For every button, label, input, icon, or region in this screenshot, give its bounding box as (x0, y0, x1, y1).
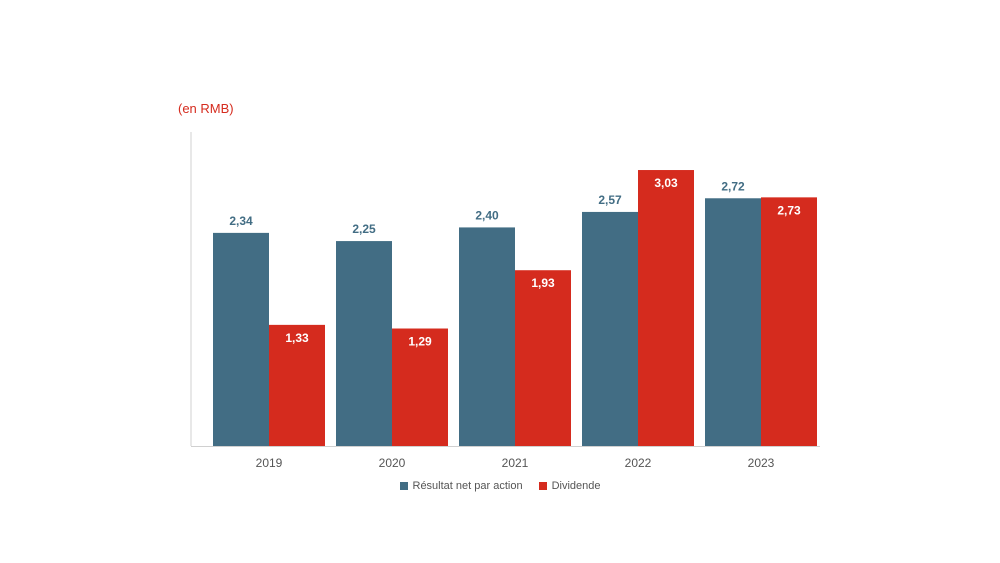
data-label-eps-2021: 2,40 (475, 208, 499, 222)
x-tick-label-2023: 2023 (748, 456, 775, 470)
bar-eps-2019 (213, 232, 269, 446)
data-label-dividend-2021: 1,93 (531, 276, 555, 290)
bar-eps-2021 (459, 227, 515, 446)
legend-item-dividend: Dividende (538, 480, 601, 492)
bar-eps-2020 (336, 241, 392, 446)
bar-eps-2022 (582, 211, 638, 446)
data-label-dividend-2022: 3,03 (654, 176, 678, 190)
legend-label-eps: Résultat net par action (412, 480, 523, 492)
x-tick-label-2020: 2020 (379, 456, 406, 470)
data-label-eps-2020: 2,25 (352, 222, 376, 236)
x-tick-label-2021: 2021 (502, 456, 529, 470)
data-label-eps-2023: 2,72 (721, 179, 745, 193)
data-label-dividend-2020: 1,29 (408, 335, 432, 349)
legend-swatch-eps (399, 482, 408, 490)
bar-dividend-2019 (269, 324, 325, 446)
data-label-eps-2022: 2,57 (598, 193, 622, 207)
x-tick-label-2022: 2022 (625, 456, 652, 470)
bar-dividend-2023 (761, 197, 817, 446)
data-label-dividend-2023: 2,73 (777, 203, 801, 217)
y-unit-label: (en RMB) (178, 101, 234, 116)
legend-item-eps: Résultat net par action (399, 480, 523, 492)
legend: Résultat net par action Dividende (0, 480, 1000, 492)
bar-dividend-2021 (515, 270, 571, 446)
data-label-eps-2019: 2,34 (229, 214, 253, 228)
legend-swatch-dividend (538, 482, 547, 490)
bar-dividend-2022 (638, 170, 694, 446)
x-tick-label-2019: 2019 (256, 456, 283, 470)
legend-label-dividend: Dividende (551, 480, 601, 492)
bar-eps-2023 (705, 198, 761, 446)
bar-dividend-2020 (392, 328, 448, 446)
data-label-dividend-2019: 1,33 (285, 331, 309, 345)
